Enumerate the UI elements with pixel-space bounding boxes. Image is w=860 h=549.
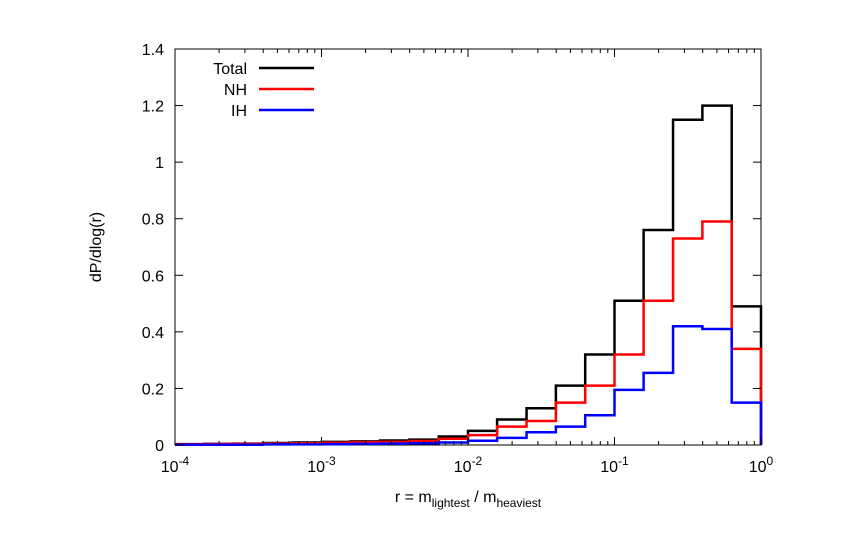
x-tick-label-exp: -2 bbox=[472, 454, 483, 468]
y-tick-label: 0.2 bbox=[142, 381, 164, 398]
x-tick-label-exp: 0 bbox=[767, 454, 774, 468]
x-axis-label: r = mlightest / mheaviest bbox=[395, 489, 542, 510]
x-tick-label-base: 10 bbox=[600, 459, 618, 476]
x-tick-label: 10-3 bbox=[307, 454, 336, 476]
y-tick-label: 0.8 bbox=[142, 212, 164, 229]
legend-label-nh: NH bbox=[224, 82, 247, 99]
x-axis-label-sub1: lightest bbox=[432, 496, 471, 510]
x-tick-label-exp: -1 bbox=[618, 454, 629, 468]
x-tick-label: 10-4 bbox=[161, 454, 190, 476]
x-tick-label-base: 10 bbox=[749, 459, 767, 476]
x-tick-label-exp: -4 bbox=[179, 454, 190, 468]
x-tick-label-exp: -3 bbox=[325, 454, 336, 468]
y-tick-label: 1 bbox=[155, 155, 164, 172]
legend-label-total: Total bbox=[213, 61, 247, 78]
x-tick-label-base: 10 bbox=[161, 459, 179, 476]
x-tick-label: 10-2 bbox=[454, 454, 483, 476]
x-axis-label-sub2: heaviest bbox=[496, 496, 541, 510]
y-tick-label: 1.2 bbox=[142, 99, 164, 116]
legend: Total NH IH bbox=[213, 61, 314, 120]
y-tick-label: 0.4 bbox=[142, 325, 164, 342]
x-tick-label-base: 10 bbox=[454, 459, 472, 476]
series-line-ih bbox=[175, 324, 763, 446]
x-axis-label-mid: / m bbox=[470, 489, 497, 506]
x-tick-label: 10-1 bbox=[600, 454, 629, 476]
y-tick-label: 1.4 bbox=[142, 42, 164, 59]
series-layer bbox=[175, 104, 763, 446]
x-tick-label: 100 bbox=[749, 454, 774, 476]
legend-label-ih: IH bbox=[231, 103, 247, 120]
x-axis-label-main: r = m bbox=[395, 489, 432, 506]
y-tick-label: 0.6 bbox=[142, 268, 164, 285]
x-tick-label-base: 10 bbox=[307, 459, 325, 476]
y-tick-label: 0 bbox=[155, 438, 164, 455]
axes-layer: 00.20.40.60.811.21.410-4 10-3 10-2 10-1 100 bbox=[142, 42, 774, 476]
y-axis-label: dP/dlog(r) bbox=[88, 212, 105, 282]
